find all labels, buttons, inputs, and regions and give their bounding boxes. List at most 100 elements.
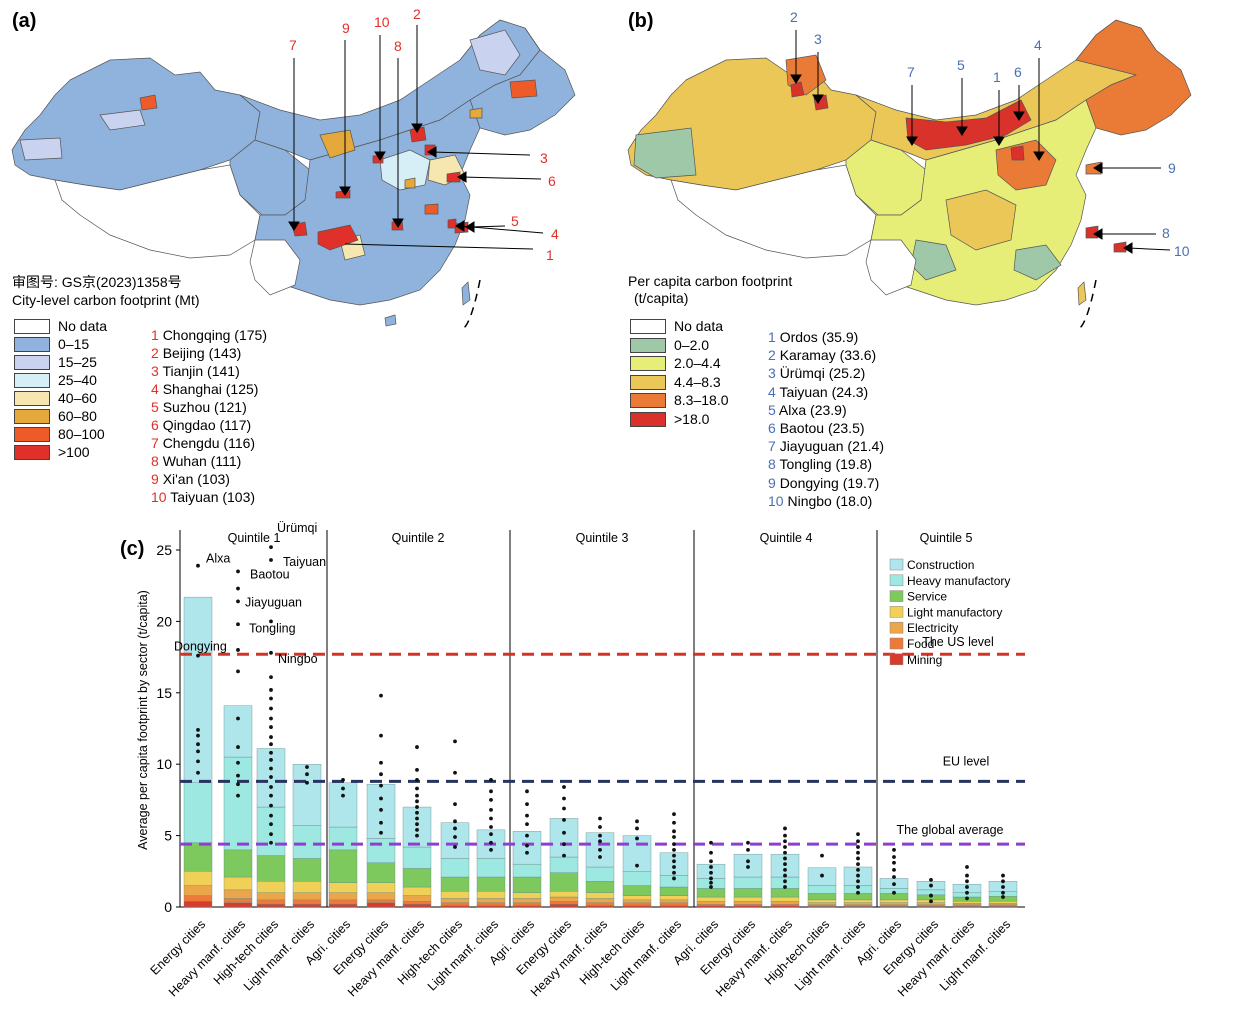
- bar-segment: [659, 886, 689, 896]
- city-point: [415, 810, 419, 815]
- city-point: [783, 879, 787, 884]
- bar-segment: [952, 901, 982, 904]
- legend-label: Construction: [907, 558, 974, 572]
- city-point: [415, 778, 419, 782]
- legend-swatch: [630, 356, 666, 372]
- legend-label: 4.4–8.3: [674, 373, 721, 390]
- city-point: [965, 873, 969, 878]
- city-point: [269, 742, 273, 747]
- ranking-entry: 7 Jiayuguan (21.4): [768, 438, 884, 454]
- ranking-entry: 4 Shanghai (125): [151, 381, 258, 397]
- legend-label: Heavy manufactory: [907, 574, 1010, 588]
- map-b-callout-5: 5: [957, 57, 965, 73]
- bar-segment: [807, 902, 837, 906]
- bar-segment: [256, 881, 286, 893]
- bar-segment: [256, 903, 286, 908]
- city-point: [341, 786, 345, 791]
- city-point: [783, 873, 787, 878]
- ranking-entry: 8 Wuhan (111): [151, 453, 241, 469]
- legend-swatch: [14, 427, 50, 442]
- city-point: [236, 569, 240, 574]
- bar-segment: [988, 903, 1018, 906]
- city-point: [892, 847, 896, 852]
- city-point: [820, 873, 824, 878]
- quintile-header: Quintile 2: [392, 531, 445, 545]
- city-point: [379, 796, 383, 801]
- map-a-callout-4: 4: [551, 226, 559, 242]
- ranking-entry: 5 Alxa (23.9): [768, 402, 847, 418]
- bar-segment: [585, 902, 615, 906]
- legend-b-title-text: Per capita carbon footprint: [628, 273, 793, 289]
- city-point: [269, 813, 273, 818]
- city-annotation: Alxa: [206, 552, 230, 566]
- ranking-number: 9: [151, 471, 163, 487]
- city-point: [820, 853, 824, 858]
- map-a-callout-6: 6: [548, 173, 556, 189]
- y-axis-label: Average per capita footprint by sector (…: [136, 590, 150, 850]
- city-point: [269, 619, 273, 624]
- bar-segment: [256, 899, 286, 905]
- city-point: [672, 853, 676, 858]
- bar-segment: [328, 899, 358, 905]
- ranking-city: Baotou (23.5): [779, 420, 865, 436]
- legend-label: Electricity: [907, 621, 958, 635]
- city-point: [598, 847, 602, 852]
- ranking-number: 4: [768, 383, 780, 400]
- legend-swatch: [889, 558, 904, 571]
- ranking-number: 9: [768, 474, 780, 491]
- legend-label: 80–100: [58, 426, 105, 442]
- map-b-callout-10: 10: [1174, 243, 1190, 259]
- bar-segment: [879, 899, 909, 903]
- legend-swatch: [14, 319, 50, 334]
- map-a-callout-3: 3: [540, 150, 548, 166]
- bar-segment: [256, 892, 286, 901]
- ranking-number: 5: [768, 401, 779, 418]
- city-point: [965, 865, 969, 869]
- city-point: [415, 768, 419, 772]
- city-point: [379, 830, 383, 835]
- bar-segment: [659, 895, 689, 901]
- city-point: [415, 833, 419, 838]
- city-point: [269, 706, 273, 711]
- city-point: [635, 863, 639, 868]
- ranking-city: Qingdao (117): [162, 417, 252, 433]
- city-point: [236, 669, 240, 674]
- ranking-city: Chongqing (175): [162, 327, 267, 343]
- city-point: [236, 760, 240, 765]
- bar-segment: [476, 902, 506, 906]
- city-point: [269, 840, 273, 845]
- city-point: [856, 867, 860, 872]
- bar-segment: [659, 905, 689, 908]
- bar-segment: [476, 891, 506, 899]
- bar-segment: [183, 782, 213, 843]
- ranking-number: 6: [151, 417, 163, 433]
- city-point: [856, 862, 860, 867]
- city-point: [196, 749, 200, 754]
- ranking-number: 10: [768, 492, 788, 509]
- city-point: [236, 648, 240, 652]
- bar-segment: [733, 903, 763, 906]
- bar-segment: [223, 876, 253, 891]
- bar-segment: [402, 886, 432, 896]
- panel-b-label: (b): [628, 10, 654, 32]
- city-annotation: Jiayuguan: [245, 595, 302, 609]
- city-point: [892, 882, 896, 887]
- ranking-number: 1: [768, 329, 780, 345]
- bar-segment: [622, 885, 652, 896]
- bar-segment: [476, 858, 506, 878]
- city-point: [672, 876, 676, 881]
- city-point: [562, 830, 566, 835]
- bar-segment: [292, 858, 322, 882]
- city-point: [1001, 885, 1005, 889]
- city-point: [305, 765, 309, 769]
- bar-segment: [622, 902, 652, 906]
- legend-label: Food: [907, 637, 934, 651]
- city-point: [892, 867, 896, 872]
- city-point: [305, 780, 309, 785]
- city-annotation: Taiyuan: [283, 555, 326, 569]
- ranking-entry: 2 Beijing (143): [151, 345, 241, 361]
- ranking-number: 8: [151, 453, 163, 469]
- legend-swatch: [889, 574, 904, 587]
- city-point: [269, 785, 273, 789]
- city-point: [196, 742, 200, 747]
